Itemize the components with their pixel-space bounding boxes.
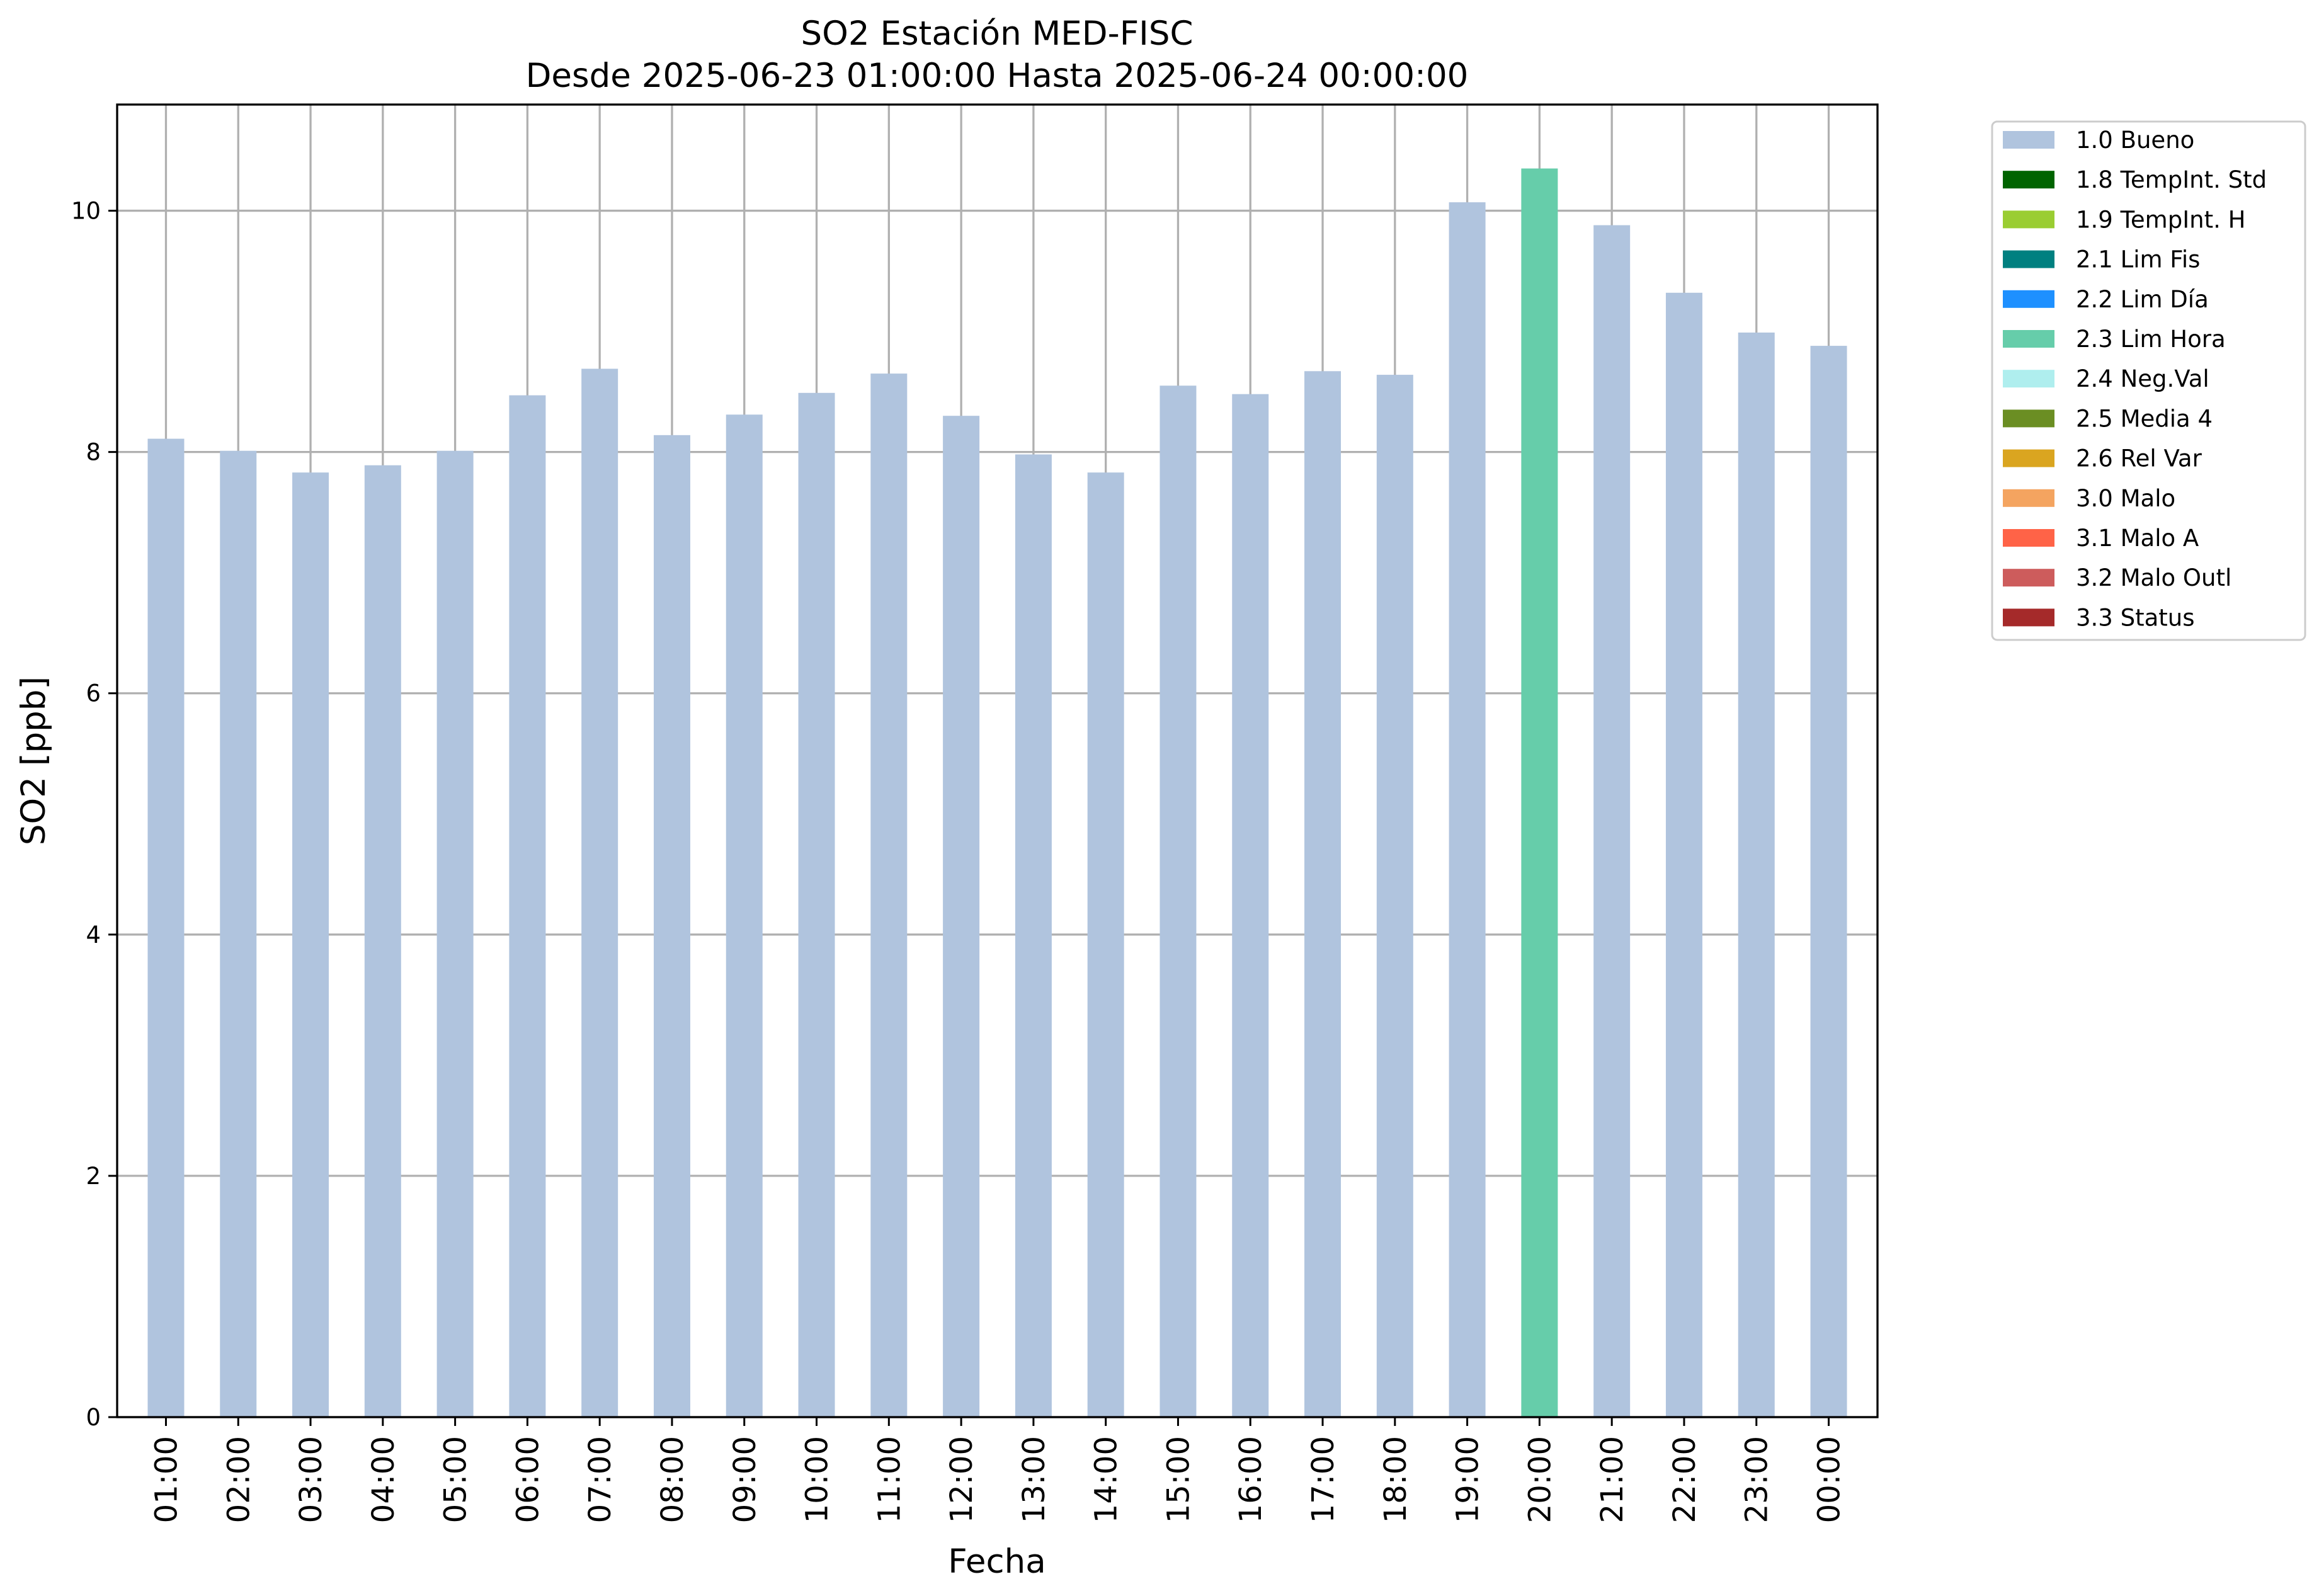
legend-label: 2.6 Rel Var bbox=[2076, 445, 2202, 472]
legend-swatch bbox=[2003, 171, 2054, 189]
bar-2000 bbox=[1521, 168, 1558, 1418]
x-tick-label: 22:00 bbox=[1667, 1436, 1702, 1523]
legend-swatch bbox=[2003, 529, 2054, 547]
bar-1500 bbox=[1160, 385, 1197, 1417]
legend-label: 3.2 Malo Outl bbox=[2076, 564, 2231, 591]
x-tick-label: 03:00 bbox=[293, 1436, 329, 1523]
bar-1900 bbox=[1449, 202, 1486, 1417]
bar-1300 bbox=[1015, 454, 1052, 1417]
x-tick-label: 19:00 bbox=[1450, 1436, 1486, 1523]
bar-1100 bbox=[870, 373, 908, 1418]
bar-0800 bbox=[653, 435, 690, 1418]
x-tick-label: 18:00 bbox=[1378, 1436, 1413, 1523]
x-tick-label: 07:00 bbox=[583, 1436, 618, 1523]
bar-0600 bbox=[509, 395, 546, 1417]
y-tick-label: 4 bbox=[86, 921, 101, 949]
bar-1800 bbox=[1376, 375, 1413, 1417]
y-axis-label: SO2 [ppb] bbox=[14, 676, 53, 845]
legend-label: 2.4 Neg.Val bbox=[2076, 365, 2209, 392]
x-tick-label: 10:00 bbox=[800, 1436, 835, 1523]
legend-swatch bbox=[2003, 449, 2054, 467]
legend: 1.0 Bueno 1.8 TempInt. Std 1.9 TempInt. H 2… bbox=[1991, 120, 2306, 641]
x-tick-label: 20:00 bbox=[1522, 1436, 1558, 1523]
legend-items: 1.0 Bueno 1.8 TempInt. Std 1.9 TempInt. H 2… bbox=[2003, 127, 2267, 631]
bar-0700 bbox=[581, 368, 618, 1417]
x-tick-label: 05:00 bbox=[438, 1436, 474, 1523]
x-tick-label: 04:00 bbox=[366, 1436, 401, 1523]
x-axis-label: Fecha bbox=[948, 1542, 1046, 1581]
chart-subtitle: Desde 2025-06-23 01:00:00 Hasta 2025-06-… bbox=[526, 57, 1469, 95]
bar-1700 bbox=[1304, 371, 1342, 1417]
x-tick-label: 09:00 bbox=[727, 1436, 763, 1523]
legend-swatch bbox=[2003, 409, 2054, 428]
x-tick-label: 02:00 bbox=[221, 1436, 256, 1523]
legend-label: 3.1 Malo A bbox=[2076, 525, 2199, 552]
y-tick-label: 8 bbox=[86, 439, 101, 466]
bar-1200 bbox=[943, 416, 980, 1417]
chart-title: SO2 Estación MED-FISC bbox=[801, 14, 1194, 53]
x-tick-label: 15:00 bbox=[1161, 1436, 1196, 1523]
bar-0900 bbox=[726, 414, 763, 1418]
bar-1600 bbox=[1232, 394, 1269, 1418]
x-tick-label: 06:00 bbox=[510, 1436, 545, 1523]
bar-0100 bbox=[147, 438, 185, 1418]
bar-0300 bbox=[292, 472, 329, 1418]
bar-0000 bbox=[1810, 346, 1847, 1417]
bars bbox=[147, 168, 1847, 1418]
legend-label: 2.5 Media 4 bbox=[2076, 405, 2213, 432]
x-tick-label: 01:00 bbox=[149, 1436, 184, 1523]
legend-label: 2.1 Lim Fis bbox=[2076, 246, 2200, 273]
legend-swatch bbox=[2003, 370, 2054, 388]
bar-0200 bbox=[220, 450, 257, 1417]
x-tick-label: 00:00 bbox=[1812, 1436, 1847, 1523]
bar-2200 bbox=[1665, 292, 1702, 1417]
legend-label: 1.0 Bueno bbox=[2076, 127, 2194, 154]
bar-1000 bbox=[798, 392, 835, 1417]
legend-frame bbox=[1991, 120, 2306, 641]
y-tick-label: 0 bbox=[86, 1404, 101, 1431]
legend-label: 3.0 Malo bbox=[2076, 485, 2175, 512]
legend-label: 1.9 TempInt. H bbox=[2076, 206, 2245, 233]
x-tick-label: 13:00 bbox=[1017, 1436, 1052, 1523]
legend-swatch bbox=[2003, 250, 2054, 268]
legend-swatch bbox=[2003, 210, 2054, 229]
y-tick-label: 10 bbox=[71, 198, 101, 225]
y-tick-label: 6 bbox=[86, 680, 101, 707]
plot-area bbox=[116, 103, 1879, 1418]
x-axis: 01:00 02:00 03:00 04:00 05:00 06:00 07:00 08:00… bbox=[149, 1417, 1847, 1523]
x-tick-label: 08:00 bbox=[655, 1436, 690, 1523]
x-tick-label: 23:00 bbox=[1740, 1436, 1775, 1523]
legend-label: 2.3 Lim Hora bbox=[2076, 326, 2226, 353]
legend-swatch bbox=[2003, 330, 2054, 348]
bar-0400 bbox=[364, 465, 401, 1417]
x-tick-label: 17:00 bbox=[1306, 1436, 1341, 1523]
legend-label: 2.2 Lim Día bbox=[2076, 286, 2209, 313]
x-tick-label: 11:00 bbox=[872, 1436, 907, 1523]
y-axis: 0 2 4 6 8 10 bbox=[71, 198, 117, 1431]
x-tick-label: 21:00 bbox=[1595, 1436, 1630, 1523]
legend-swatch bbox=[2003, 290, 2054, 308]
bar-0500 bbox=[436, 450, 474, 1417]
y-tick-label: 2 bbox=[86, 1163, 101, 1190]
bar-2100 bbox=[1593, 225, 1631, 1417]
legend-swatch bbox=[2003, 608, 2054, 627]
legend-swatch bbox=[2003, 489, 2054, 507]
legend-label: 1.8 TempInt. Std bbox=[2076, 166, 2267, 193]
bar-2300 bbox=[1738, 333, 1775, 1418]
x-tick-label: 14:00 bbox=[1089, 1436, 1124, 1523]
x-tick-label: 12:00 bbox=[944, 1436, 979, 1523]
legend-swatch bbox=[2003, 131, 2054, 149]
bar-1400 bbox=[1087, 472, 1124, 1418]
legend-label: 3.3 Status bbox=[2076, 604, 2195, 631]
legend-swatch bbox=[2003, 569, 2054, 587]
x-tick-label: 16:00 bbox=[1233, 1436, 1268, 1523]
